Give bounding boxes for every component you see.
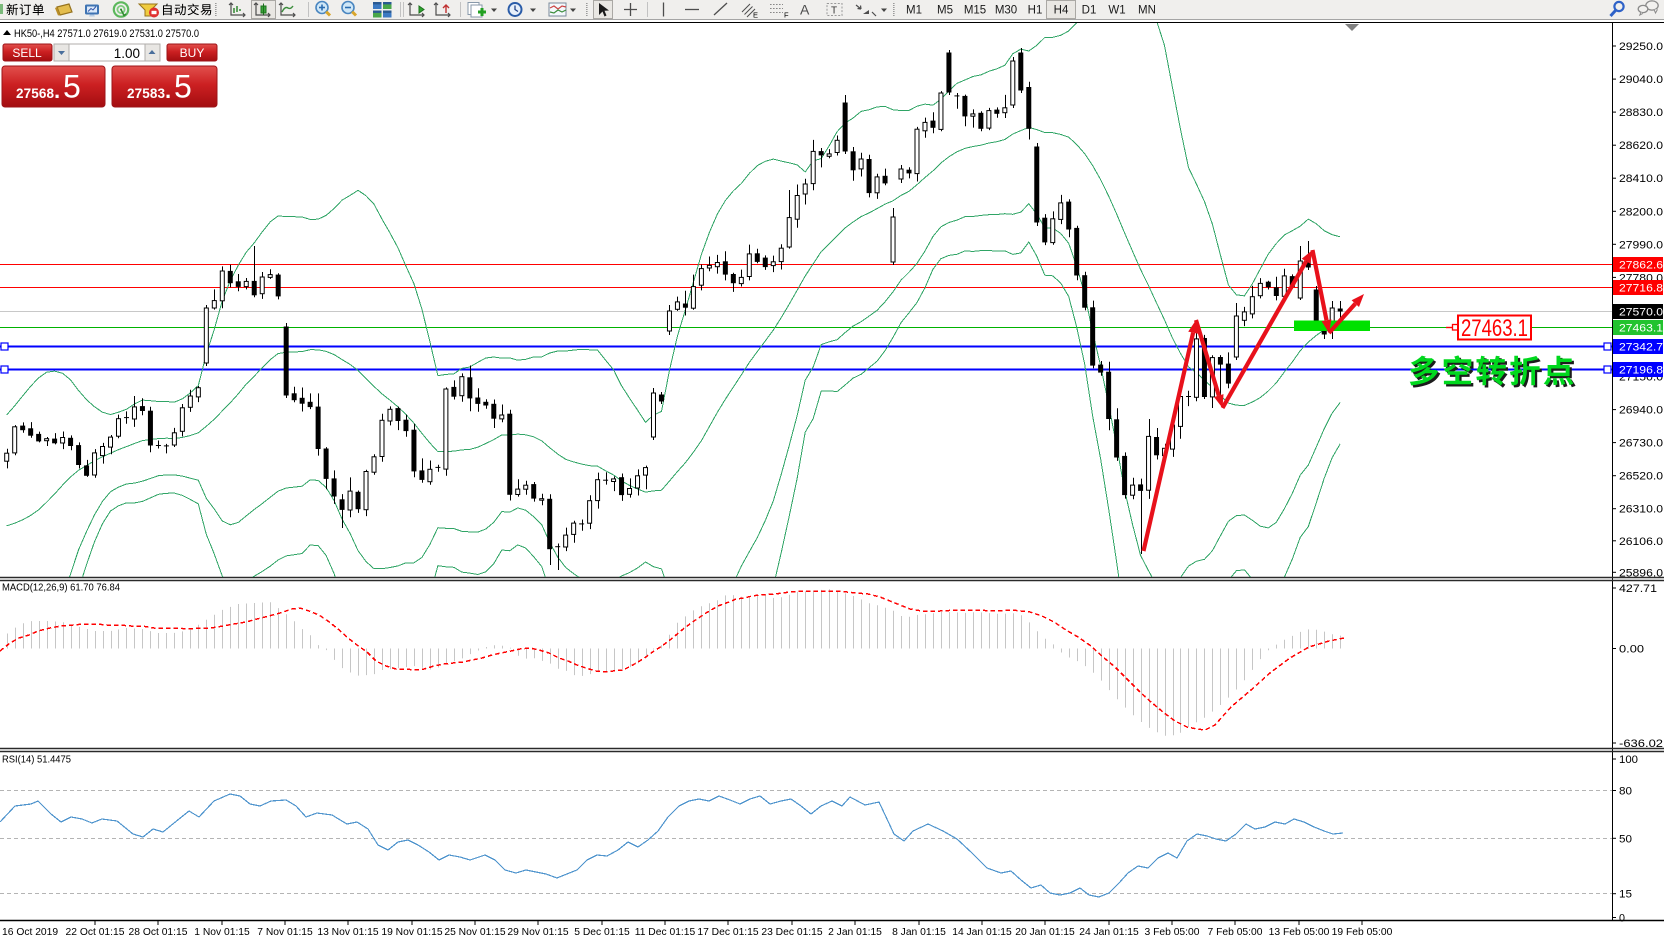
svg-text:27990.0: 27990.0 <box>1619 239 1663 251</box>
svg-text:27862.6: 27862.6 <box>1619 260 1663 272</box>
svg-text:0: 0 <box>1619 913 1625 925</box>
svg-text:100: 100 <box>1619 754 1638 766</box>
svg-text:15: 15 <box>1619 889 1632 901</box>
svg-text:27583: 27583 <box>127 86 165 101</box>
svg-text:26940.0: 26940.0 <box>1619 405 1663 417</box>
svg-text:HK50-,H4 27571.0 27619.0 2753: HK50-,H4 27571.0 27619.0 27531.0 27570.0 <box>14 28 199 40</box>
svg-text:29250.0: 29250.0 <box>1619 41 1663 53</box>
svg-text:D1: D1 <box>1082 5 1097 17</box>
svg-text:.: . <box>54 78 60 103</box>
svg-text:H1: H1 <box>1028 5 1043 17</box>
svg-text:28200.0: 28200.0 <box>1619 206 1663 218</box>
svg-text:29 Nov 01:15: 29 Nov 01:15 <box>507 927 569 938</box>
svg-text:22 Oct 01:15: 22 Oct 01:15 <box>66 927 125 938</box>
svg-text:E: E <box>753 11 758 20</box>
svg-text:13 Nov 01:15: 13 Nov 01:15 <box>317 927 379 938</box>
svg-text:1.00: 1.00 <box>114 46 140 61</box>
svg-text:19 Feb 05:00: 19 Feb 05:00 <box>1332 927 1393 938</box>
svg-text:26310.0: 26310.0 <box>1619 504 1663 516</box>
svg-text:RSI(14) 51.4475: RSI(14) 51.4475 <box>2 755 71 766</box>
svg-text:17 Dec 01:15: 17 Dec 01:15 <box>697 927 759 938</box>
svg-text:29040.0: 29040.0 <box>1619 74 1663 86</box>
svg-text:MACD(12,26,9) 61.70 76.84: MACD(12,26,9) 61.70 76.84 <box>2 583 120 594</box>
svg-text:0.00: 0.00 <box>1619 644 1644 656</box>
svg-text:28830.0: 28830.0 <box>1619 107 1663 119</box>
svg-text:28620.0: 28620.0 <box>1619 140 1663 152</box>
svg-text:27196.8: 27196.8 <box>1619 365 1663 377</box>
svg-text:27463.1: 27463.1 <box>1461 315 1528 342</box>
svg-text:BUY: BUY <box>180 46 205 60</box>
svg-text:T: T <box>831 6 837 17</box>
svg-text:8 Jan 01:15: 8 Jan 01:15 <box>892 927 946 938</box>
svg-text:28410.0: 28410.0 <box>1619 173 1663 185</box>
svg-text:SELL: SELL <box>12 46 42 60</box>
svg-text:7 Nov 01:15: 7 Nov 01:15 <box>257 927 313 938</box>
svg-text:M5: M5 <box>937 5 953 17</box>
svg-text:5 Dec 01:15: 5 Dec 01:15 <box>574 927 630 938</box>
svg-text:7 Feb 05:00: 7 Feb 05:00 <box>1208 927 1263 938</box>
svg-text:11 Dec 01:15: 11 Dec 01:15 <box>635 927 696 938</box>
svg-text:13 Feb 05:00: 13 Feb 05:00 <box>1269 927 1330 938</box>
svg-text:-636.02: -636.02 <box>1619 738 1663 750</box>
svg-text:A: A <box>800 2 810 18</box>
svg-text:27716.8: 27716.8 <box>1619 283 1663 295</box>
svg-text:26520.0: 26520.0 <box>1619 471 1663 483</box>
svg-text:427.71: 427.71 <box>1619 583 1657 595</box>
svg-text:26106.0: 26106.0 <box>1619 536 1663 548</box>
svg-text:24 Jan 01:15: 24 Jan 01:15 <box>1079 927 1139 938</box>
svg-text:.: . <box>165 78 171 103</box>
svg-text:27342.7: 27342.7 <box>1619 342 1663 354</box>
svg-text:F: F <box>784 11 789 20</box>
svg-text:M1: M1 <box>906 5 922 17</box>
svg-text:19 Nov 01:15: 19 Nov 01:15 <box>381 927 443 938</box>
svg-text:80: 80 <box>1619 786 1632 798</box>
svg-text:25896.0: 25896.0 <box>1619 567 1663 579</box>
svg-text:26730.0: 26730.0 <box>1619 438 1663 450</box>
svg-text:23 Dec 01:15: 23 Dec 01:15 <box>761 927 823 938</box>
svg-text:28 Oct 01:15: 28 Oct 01:15 <box>129 927 188 938</box>
svg-text:20 Jan 01:15: 20 Jan 01:15 <box>1015 927 1075 938</box>
svg-text:5: 5 <box>63 69 81 105</box>
svg-text:14 Jan 01:15: 14 Jan 01:15 <box>952 927 1012 938</box>
svg-text:1 Nov 01:15: 1 Nov 01:15 <box>194 927 250 938</box>
svg-text:25 Nov 01:15: 25 Nov 01:15 <box>444 927 506 938</box>
svg-text:5: 5 <box>174 69 192 105</box>
svg-text:M15: M15 <box>964 5 986 17</box>
svg-text:M30: M30 <box>995 5 1017 17</box>
svg-text:W1: W1 <box>1108 5 1125 17</box>
svg-text:2 Jan 01:15: 2 Jan 01:15 <box>828 927 882 938</box>
svg-text:H4: H4 <box>1054 5 1069 17</box>
svg-text:3 Feb 05:00: 3 Feb 05:00 <box>1145 927 1200 938</box>
svg-text:27570.0: 27570.0 <box>1619 307 1663 319</box>
svg-text:MN: MN <box>1138 5 1156 17</box>
svg-text:16 Oct 2019: 16 Oct 2019 <box>2 927 58 938</box>
svg-text:50: 50 <box>1619 833 1632 845</box>
svg-text:27463.1: 27463.1 <box>1619 323 1663 335</box>
svg-text:27568: 27568 <box>16 86 54 101</box>
